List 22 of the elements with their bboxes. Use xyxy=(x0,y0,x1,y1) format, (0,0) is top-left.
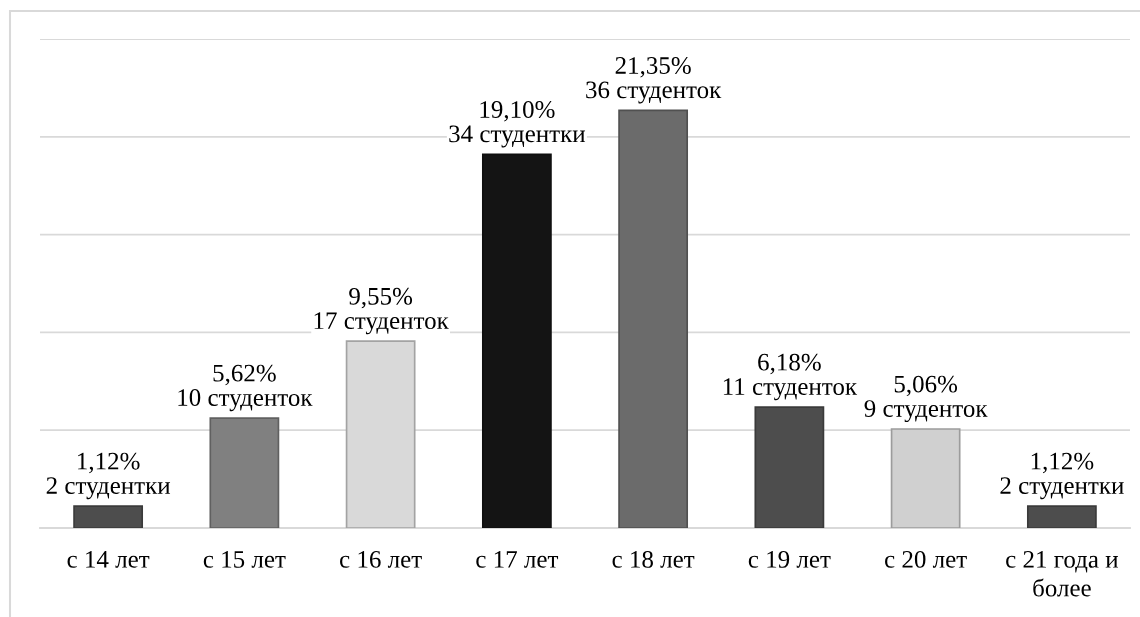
bar xyxy=(754,406,825,528)
data-label: 1,12% 2 студентки xyxy=(46,452,171,500)
x-tick-label: с 19 лет xyxy=(748,551,831,568)
x-tick-label: с 14 лет xyxy=(67,551,150,568)
bar xyxy=(1026,505,1097,528)
data-label: 19,10% 34 студентки xyxy=(449,101,586,148)
bar xyxy=(618,109,689,528)
data-label: 5,06% 9 студенток xyxy=(864,375,988,423)
x-tick-label: с 18 лет xyxy=(612,550,695,568)
bar xyxy=(73,505,144,528)
data-label: 21,35% 36 студенток xyxy=(586,57,722,104)
x-tick-label: с 15 лет xyxy=(203,551,286,568)
data-label: 1,12% 2 студентки xyxy=(1000,452,1124,500)
bar xyxy=(209,417,280,528)
x-tick-label: с 20 лет xyxy=(885,550,967,568)
x-tick-label: с 17 лет xyxy=(476,551,559,568)
data-label: 5,62% 10 студенток xyxy=(178,364,313,412)
x-tick-label: с 16 лет xyxy=(340,551,422,568)
data-label: 6,18% 11 студенток xyxy=(723,353,858,401)
x-tick-label: с 21 года и более xyxy=(1006,551,1119,597)
data-label: 9,55% 17 студенток xyxy=(314,287,449,335)
bar xyxy=(481,153,552,528)
